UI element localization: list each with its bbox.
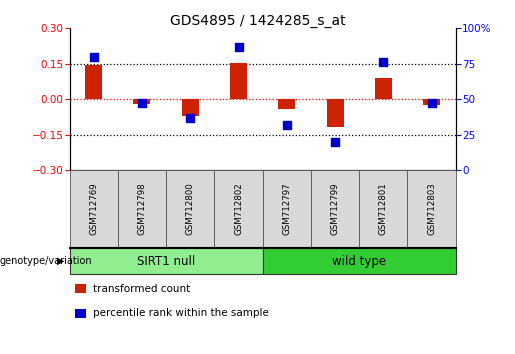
Point [283, 122, 291, 127]
Point [331, 139, 339, 144]
Text: percentile rank within the sample: percentile rank within the sample [93, 308, 269, 318]
Text: GSM712799: GSM712799 [331, 183, 339, 235]
Text: genotype/variation: genotype/variation [0, 256, 93, 266]
Text: wild type: wild type [332, 255, 386, 268]
Text: GDS4895 / 1424285_s_at: GDS4895 / 1424285_s_at [169, 14, 346, 28]
Point [138, 101, 146, 106]
Point [90, 54, 98, 59]
Bar [278, 99, 295, 109]
Text: GSM712803: GSM712803 [427, 182, 436, 235]
Bar [423, 99, 440, 105]
Text: SIRT1 null: SIRT1 null [137, 255, 195, 268]
Bar [230, 63, 247, 99]
Text: GSM712800: GSM712800 [186, 182, 195, 235]
Bar [375, 78, 392, 99]
Text: GSM712769: GSM712769 [89, 183, 98, 235]
Point [234, 44, 243, 50]
Text: ▶: ▶ [57, 256, 64, 266]
Text: GSM712802: GSM712802 [234, 182, 243, 235]
Text: transformed count: transformed count [93, 284, 190, 293]
Bar [182, 99, 199, 116]
Text: GSM712801: GSM712801 [379, 182, 388, 235]
Bar [85, 65, 102, 99]
Text: GSM712797: GSM712797 [282, 183, 291, 235]
Point [379, 59, 387, 65]
Point [186, 115, 194, 120]
Bar [327, 99, 344, 127]
Text: GSM712798: GSM712798 [138, 183, 146, 235]
Point [427, 101, 436, 106]
Bar [133, 99, 150, 104]
